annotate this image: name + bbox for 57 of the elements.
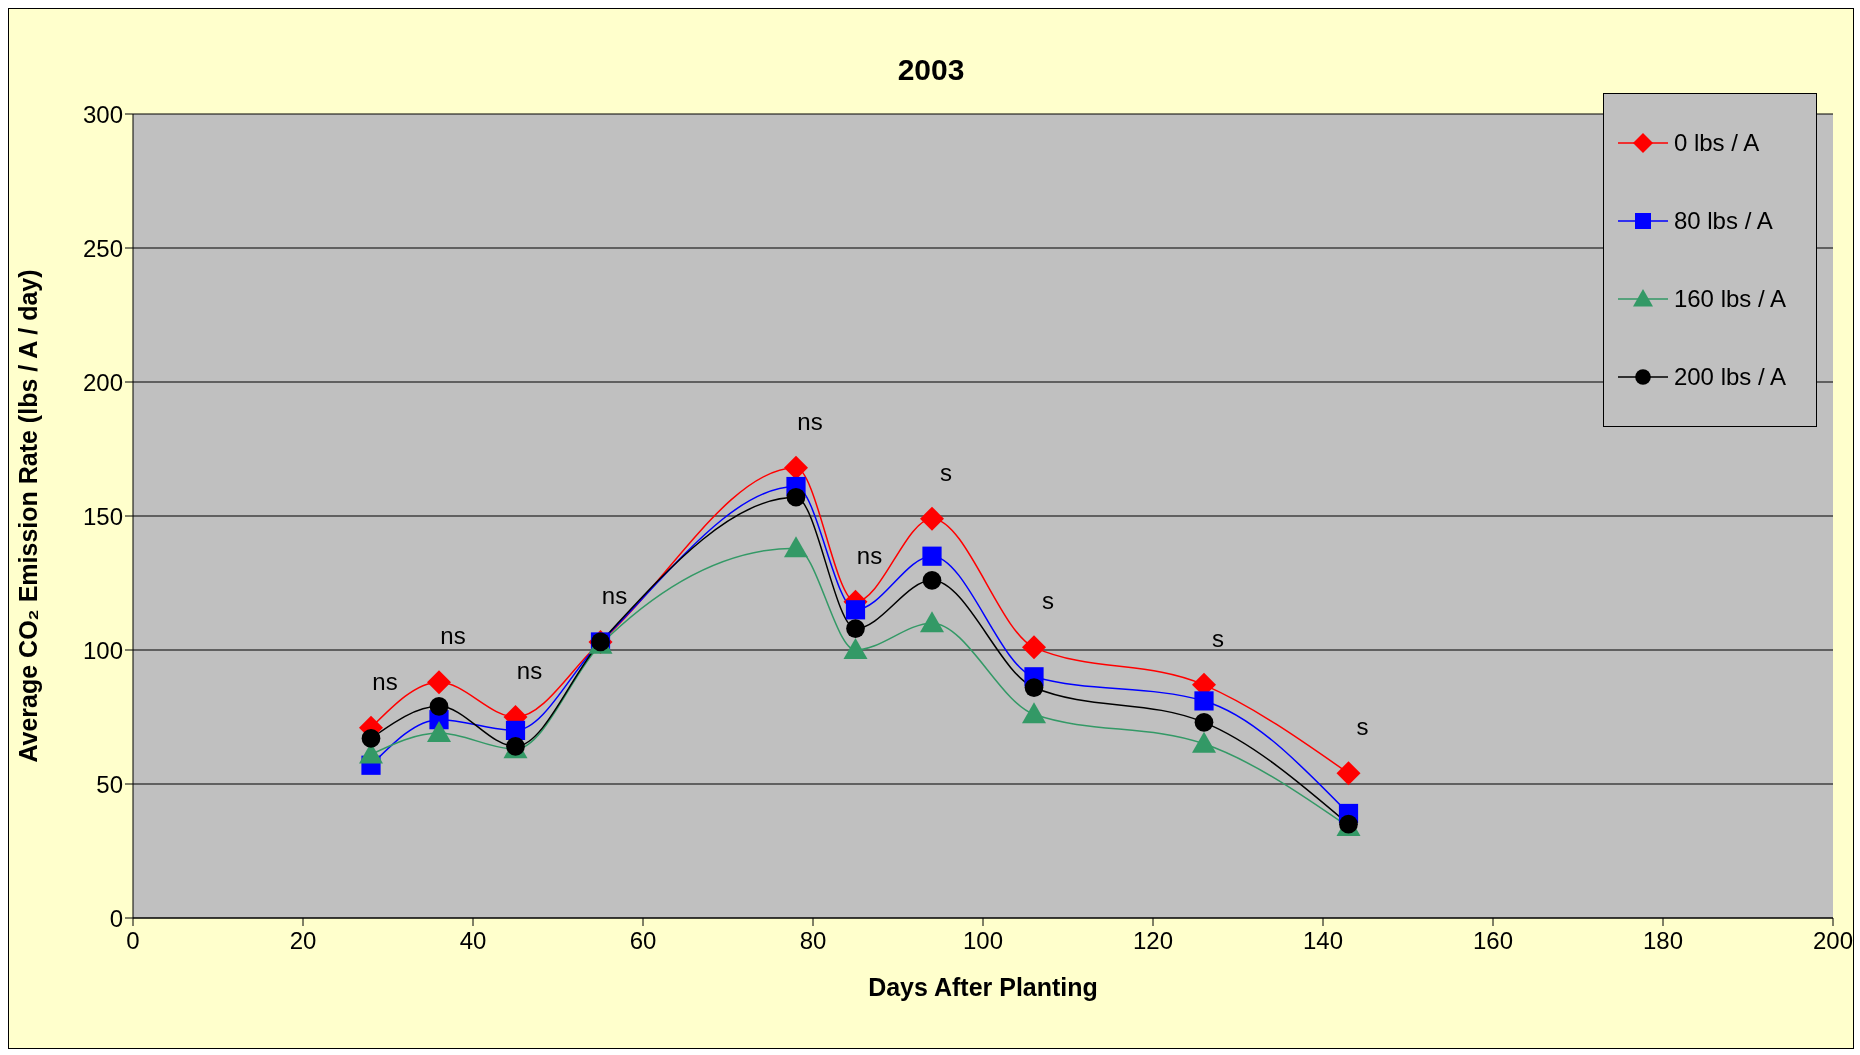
annotation: s	[940, 458, 952, 486]
point	[786, 487, 806, 507]
x-tick-label: 100	[962, 927, 1004, 955]
legend-label: 200 lbs / A	[1673, 363, 1786, 391]
point	[1022, 635, 1046, 660]
y-tick-label: 300	[82, 100, 123, 128]
x-tick-label: 200	[1812, 927, 1854, 955]
y-tick-label: 200	[82, 368, 123, 396]
point	[920, 506, 944, 531]
x-tick-label: 0	[126, 927, 140, 955]
annotation: ns	[601, 581, 628, 609]
x-tick-label: 160	[1472, 927, 1514, 955]
legend-label: 160 lbs / A	[1673, 285, 1786, 313]
annotation: ns	[856, 541, 883, 569]
point	[429, 696, 449, 716]
x-tick-label: 80	[799, 927, 827, 955]
point	[784, 455, 808, 480]
x-tick-label: 60	[629, 927, 657, 955]
point	[505, 720, 526, 740]
y-tick-label: 0	[109, 904, 123, 932]
point	[920, 611, 944, 633]
y-tick-label: 100	[82, 636, 123, 664]
point	[361, 729, 381, 748]
point	[427, 721, 451, 743]
x-tick-label: 180	[1642, 927, 1684, 955]
y-tick-label: 50	[96, 770, 123, 798]
point	[846, 619, 865, 638]
x-tick-label: 40	[459, 927, 487, 955]
point	[1336, 761, 1361, 786]
y-axis-title: Average CO₂ Emission Rate (lbs / A / day)	[14, 269, 42, 763]
legend-label: 80 lbs / A	[1673, 207, 1773, 235]
annotation: ns	[516, 657, 543, 684]
annotation: s	[1212, 624, 1224, 652]
point	[922, 546, 942, 566]
x-tick-label: 120	[1132, 927, 1174, 955]
point	[1192, 731, 1216, 753]
point	[1024, 678, 1044, 697]
y-tick-label: 150	[82, 502, 123, 530]
point	[1194, 691, 1214, 711]
x-axis-title: Days After Planting	[868, 973, 1098, 1001]
annotation: s	[1356, 713, 1369, 741]
annotation: ns	[440, 622, 466, 650]
x-tick-label: 140	[1302, 927, 1344, 955]
annotation: ns	[372, 667, 398, 695]
y-tick-label: 250	[82, 234, 123, 262]
point	[784, 536, 808, 558]
point	[922, 570, 942, 590]
point	[845, 600, 866, 620]
point	[1022, 702, 1046, 724]
point	[1194, 713, 1214, 732]
annotation: s	[1042, 587, 1054, 615]
x-tick-label: 20	[289, 927, 317, 955]
point	[427, 670, 451, 695]
legend-label: 0 lbs / A	[1673, 129, 1760, 157]
point	[843, 638, 868, 659]
annotation: ns	[797, 407, 823, 435]
chart-title: 2003	[896, 53, 966, 87]
